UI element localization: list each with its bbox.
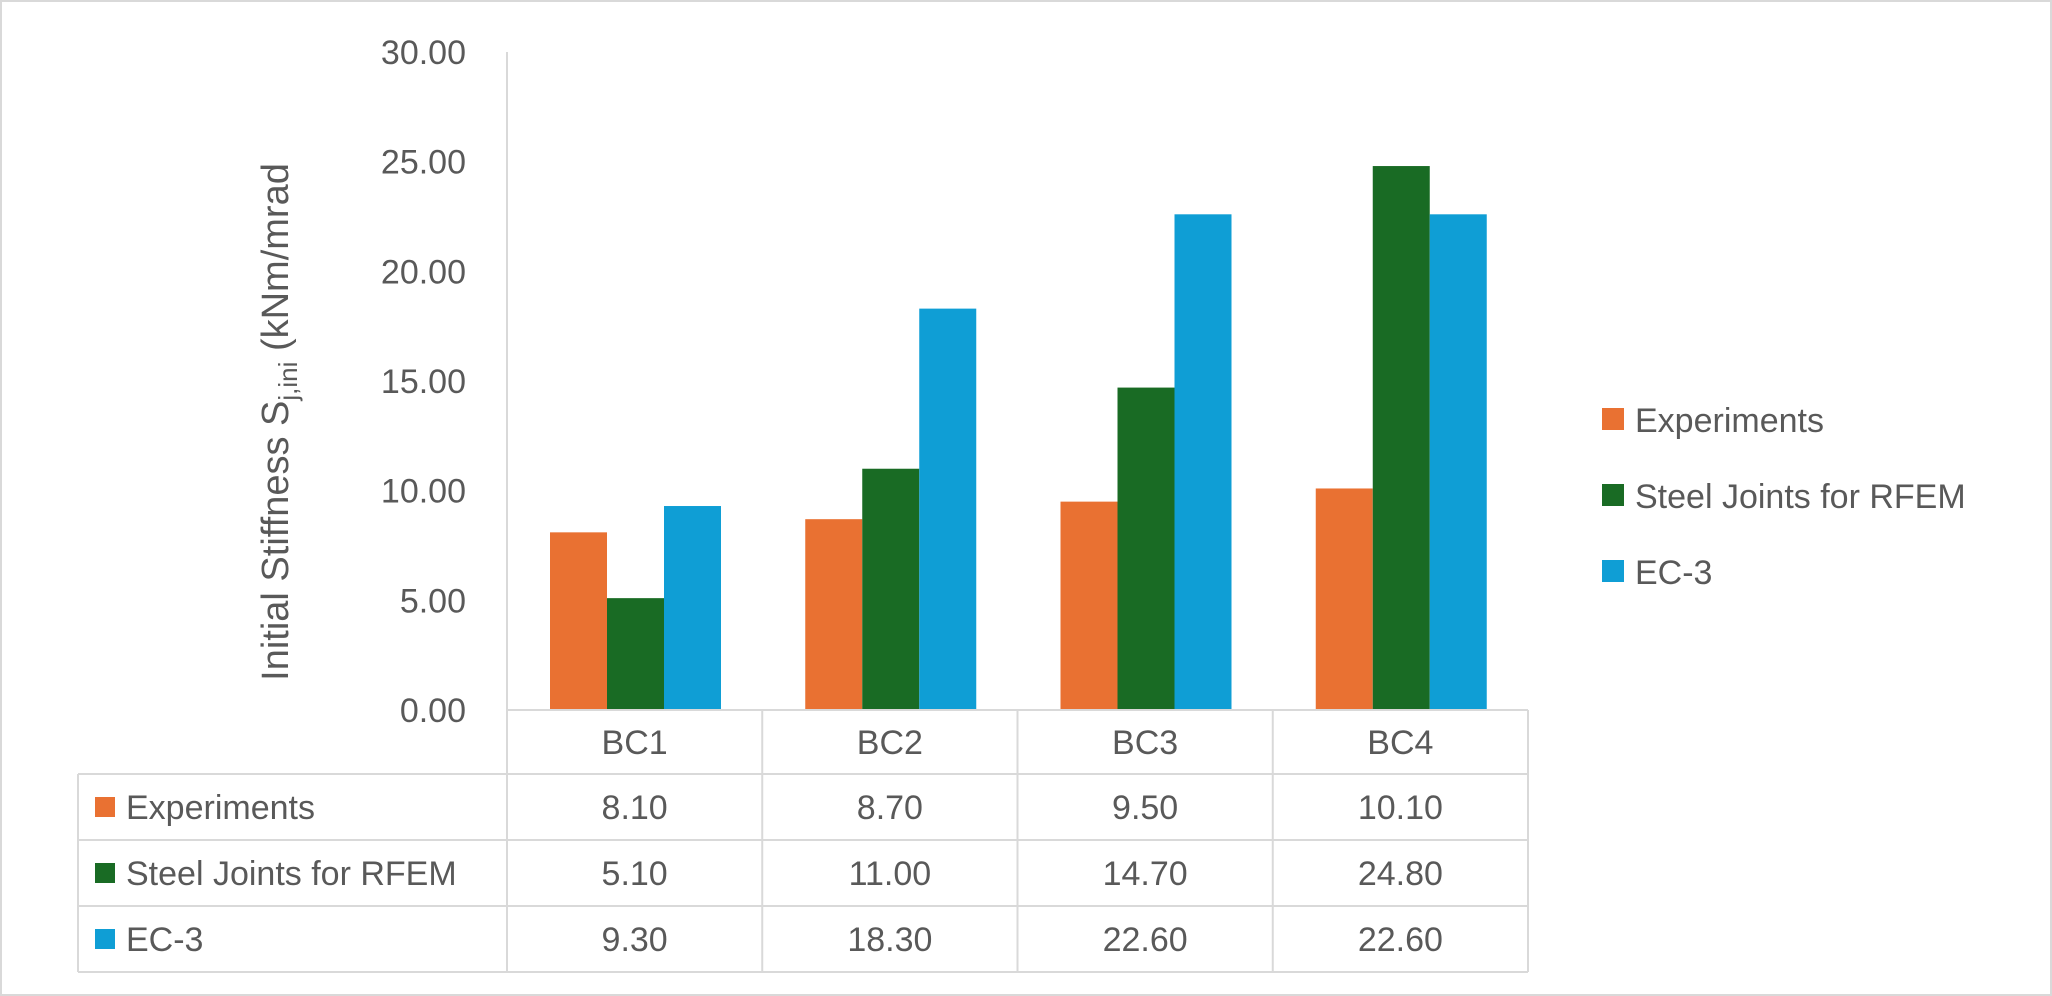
bar-bc4-series-1 (1372, 166, 1430, 710)
legend-entry: Experiments (1635, 402, 1824, 440)
table-cell-value: 10.10 (1358, 789, 1443, 827)
legend: Experiments Steel Joints for RFEM EC-3 (1602, 402, 1966, 592)
bar-bc1-series-0 (550, 532, 607, 710)
table-cell-value: 14.70 (1103, 855, 1188, 893)
y-axis-label: Initial Stiffness Sj,ini (kNm/mrad (255, 163, 303, 681)
y-axis-label-main: Initial Stiffness S (255, 401, 297, 681)
bar-bc4-series-2 (1429, 214, 1487, 710)
y-axis-label-subscript: j,ini (273, 362, 303, 402)
legend-swatch (1602, 408, 1624, 430)
table-row-key-swatch (95, 929, 115, 949)
y-tick-label: 20.00 (381, 253, 466, 291)
legend-swatch (1602, 560, 1624, 582)
table-cell-value: 22.60 (1358, 921, 1443, 959)
bar-bc4-series-0 (1315, 488, 1373, 710)
table-row-label: EC-3 (126, 921, 203, 959)
legend-entry: EC-3 (1635, 554, 1712, 592)
table-cell-value: 11.00 (849, 855, 932, 893)
table-cell-value: 9.30 (602, 921, 668, 959)
table-cell-value: 5.10 (602, 855, 668, 893)
y-axis-ticks: 0.00 5.00 10.00 15.00 20.00 25.00 30.00 (381, 34, 466, 730)
x-category-label: BC4 (1367, 724, 1433, 762)
bar-bc1-series-1 (607, 598, 664, 710)
table-cell-value: 9.50 (1112, 789, 1178, 827)
bar-bc2-series-0 (805, 519, 863, 710)
bar-bc3-series-0 (1060, 501, 1118, 710)
table-cell-value: 8.10 (602, 789, 668, 827)
y-tick-label: 5.00 (400, 582, 466, 620)
bar-bc3-series-1 (1117, 387, 1175, 710)
bar-bc2-series-1 (862, 468, 920, 710)
table-cell-value: 18.30 (847, 921, 932, 959)
y-axis-label-suffix: (kNm/mrad (255, 163, 297, 361)
y-tick-label: 25.00 (381, 144, 466, 182)
y-tick-label: 15.00 (381, 363, 466, 401)
data-table: BC1 BC2 BC3 BC4 Experiments 8.10 8.70 9.50 10.10… (77, 709, 1529, 973)
y-tick-label: 0.00 (400, 692, 466, 730)
y-tick-label: 30.00 (381, 34, 466, 72)
table-row-label: Steel Joints for RFEM (126, 855, 457, 893)
table-row-key-swatch (95, 797, 115, 817)
table-cell-value: 22.60 (1103, 921, 1188, 959)
y-tick-label: 10.00 (381, 473, 466, 511)
bar-bc1-series-2 (664, 506, 721, 710)
table-cell-value: 24.80 (1358, 855, 1443, 893)
bars-group (550, 166, 1487, 710)
legend-swatch (1602, 484, 1624, 506)
x-category-label: BC3 (1112, 724, 1178, 762)
table-row-key-swatch (95, 863, 115, 883)
table-cell-value: 8.70 (857, 789, 923, 827)
bar-bc3-series-2 (1174, 214, 1232, 710)
legend-entry: Steel Joints for RFEM (1635, 478, 1966, 516)
x-category-label: BC2 (857, 724, 923, 762)
x-category-label: BC1 (602, 724, 668, 762)
bar-bc2-series-2 (919, 308, 977, 710)
table-row-label: Experiments (126, 789, 315, 827)
